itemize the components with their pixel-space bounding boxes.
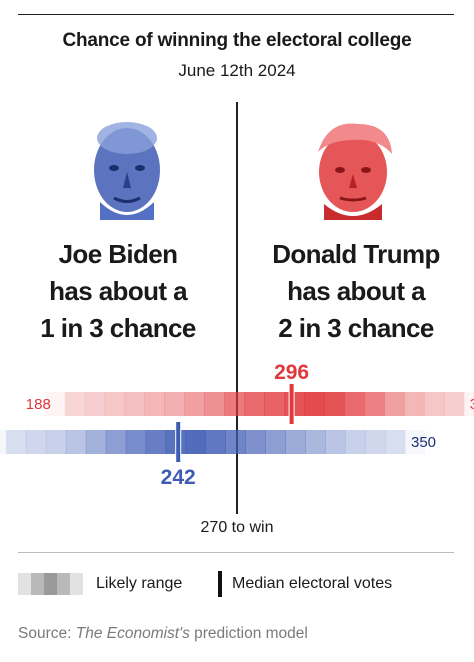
trump-density-cell (224, 392, 245, 416)
trump-name: Donald Trump (272, 239, 440, 269)
trump-density-cell (403, 392, 425, 416)
source-note: Source: The Economist's prediction model (18, 625, 308, 643)
trump-density-cell (64, 392, 86, 416)
likely-range-swatch (18, 573, 83, 595)
chart-subtitle: June 12th 2024 (178, 61, 296, 80)
biden-chance: 1 in 3 chance (40, 313, 196, 343)
trump-density-cell (384, 392, 405, 416)
trump-density-cell (364, 392, 385, 416)
biden-density-cell (205, 430, 226, 454)
threshold-label: 270 to win (200, 519, 274, 536)
biden-high-label: 350 (411, 434, 436, 451)
source-publication: The Economist's (75, 625, 190, 642)
biden-density-cell (25, 430, 47, 454)
top-rule (18, 14, 454, 15)
likely-range-label: Likely range (96, 575, 183, 592)
biden-density-cell (325, 430, 346, 454)
median-marker-swatch (218, 571, 222, 597)
trump-density-cell (204, 392, 225, 416)
trump-low-label: 188 (26, 396, 51, 413)
biden-density-cell (85, 430, 107, 454)
biden-phrase: has about a (49, 276, 187, 306)
biden-headline: Joe Biden has about a 1 in 3 chance (8, 236, 228, 347)
trump-high-label: 378 (470, 396, 474, 413)
electoral-range-chart: 188378296160350242 (0, 361, 474, 489)
biden-density-cell (305, 430, 326, 454)
biden-density-cell (145, 430, 167, 454)
biden-density-cell (6, 430, 27, 454)
trump-density-cell (304, 392, 325, 416)
biden-density-cell (345, 430, 366, 454)
trump-density-cell (164, 392, 185, 416)
trump-median-label: 296 (274, 361, 309, 384)
biden-density-cell (45, 430, 67, 454)
trump-density-cell (184, 392, 205, 416)
trump-chance: 2 in 3 chance (278, 313, 434, 343)
biden-density-cell (365, 430, 386, 454)
biden-density-cell (185, 430, 206, 454)
biden-density-cell (265, 430, 286, 454)
biden-density-cell (125, 430, 147, 454)
biden-density-cell (225, 430, 246, 454)
trump-headline: Donald Trump has about a 2 in 3 chance (246, 236, 466, 347)
trump-density-cell (84, 392, 106, 416)
source-suffix: prediction model (189, 625, 308, 642)
bottom-rule (18, 552, 454, 553)
source-prefix: Source: (18, 625, 76, 642)
trump-median-marker (289, 384, 294, 424)
trump-portrait-icon (318, 123, 392, 220)
trump-density-cell (144, 392, 166, 416)
trump-density-cell (104, 392, 126, 416)
trump-density-cell (324, 392, 345, 416)
trump-density-cell (344, 392, 365, 416)
trump-density-cell (423, 392, 445, 416)
biden-density-cell (245, 430, 266, 454)
trump-density-cell (244, 392, 265, 416)
trump-phrase: has about a (287, 276, 425, 306)
biden-density-cell (65, 430, 87, 454)
trump-density-cell (443, 392, 465, 416)
trump-density-cell (264, 392, 285, 416)
biden-median-marker (176, 422, 181, 462)
biden-name: Joe Biden (58, 239, 178, 269)
chart-title: Chance of winning the electoral college (62, 30, 412, 51)
trump-density-cell (124, 392, 146, 416)
biden-portrait-icon (94, 122, 160, 220)
median-label: Median electoral votes (232, 575, 393, 592)
biden-density-cell (105, 430, 127, 454)
win-threshold-line (236, 102, 238, 514)
biden-median-label: 242 (161, 466, 196, 489)
biden-density-cell (285, 430, 306, 454)
biden-density-cell (385, 430, 406, 454)
